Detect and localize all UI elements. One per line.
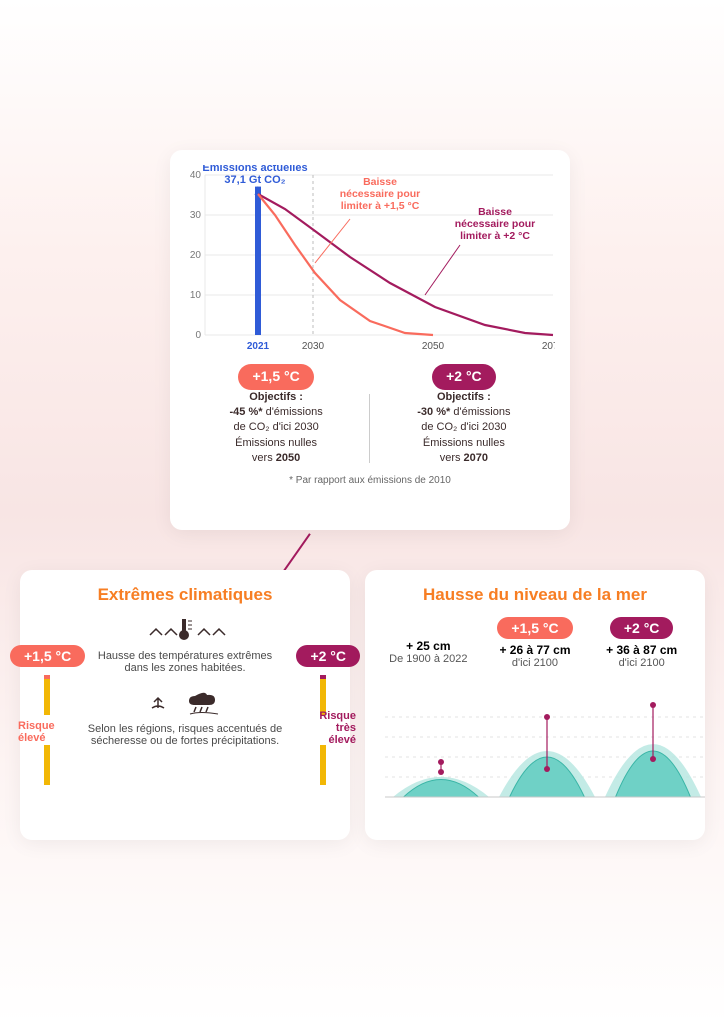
sea-col-2: +2 °C + 36 à 87 cm d'ici 2100	[589, 617, 695, 669]
goal-2: +2 °C Objectifs : -30 %* d'émissions de …	[375, 364, 553, 467]
pill-2c: +2 °C	[432, 364, 496, 390]
sea-col-0: + 25 cm De 1900 à 2022	[376, 617, 482, 669]
g2-2: de CO₂ d'ici 2030	[421, 421, 506, 433]
sea-pill-2: +2 °C	[610, 617, 674, 639]
emissions-chart: 0102030402021203020502070Émissions actue…	[185, 165, 555, 360]
svg-text:2050: 2050	[422, 341, 445, 352]
risk-tick-15	[44, 675, 50, 679]
svg-text:2030: 2030	[302, 341, 325, 352]
svg-text:Baisse: Baisse	[478, 206, 512, 218]
sea-v1: + 26 à 77 cm	[482, 643, 588, 657]
sealevel-card: Hausse du niveau de la mer + 25 cm De 19…	[365, 570, 705, 840]
sea-col-1: +1,5 °C + 26 à 77 cm d'ici 2100	[482, 617, 588, 669]
extremes-title: Extrêmes climatiques	[30, 585, 340, 605]
svg-text:2070: 2070	[542, 341, 555, 352]
g2-1a: -30 %*	[417, 406, 450, 418]
g15-3: Émissions nulles	[235, 437, 317, 449]
sea-s1: d'ici 2100	[482, 657, 588, 669]
sea-s0: De 1900 à 2022	[376, 653, 482, 665]
goal2-title: Objectifs :	[437, 391, 491, 403]
svg-text:nécessaire pour: nécessaire pour	[455, 218, 536, 230]
risk-label-2: Risque très élevé	[306, 710, 356, 746]
g2-3: Émissions nulles	[423, 437, 505, 449]
g15-4b: 2050	[276, 452, 300, 464]
svg-text:nécessaire pour: nécessaire pour	[340, 188, 421, 200]
goals-row: +1,5 °C Objectifs : -45 %* d'émissions d…	[185, 364, 555, 467]
risk-bar-15-top	[44, 675, 50, 715]
footnote: * Par rapport aux émissions de 2010	[185, 475, 555, 486]
g15-2: de CO₂ d'ici 2030	[233, 421, 318, 433]
sea-pill-15: +1,5 °C	[497, 617, 572, 639]
risk-label-15: Risque élevé	[18, 720, 68, 744]
emissions-svg: 0102030402021203020502070Émissions actue…	[185, 165, 555, 355]
risk-tick-2	[320, 675, 326, 679]
g2-4b: 2070	[464, 452, 488, 464]
svg-text:limiter à +2 °C: limiter à +2 °C	[460, 230, 530, 242]
svg-text:40: 40	[190, 170, 202, 181]
sea-v2: + 36 à 87 cm	[589, 643, 695, 657]
g15-1b: d'émissions	[263, 406, 323, 418]
sea-title: Hausse du niveau de la mer	[375, 585, 695, 605]
g15-1a: -45 %*	[229, 406, 262, 418]
ext-body: Hausse des températures extrêmes dans le…	[85, 615, 285, 747]
sea-s2: d'ici 2100	[589, 657, 695, 669]
goal15-title: Objectifs :	[249, 391, 303, 403]
risk-bar-2-top	[320, 675, 326, 715]
ext-pill-15: +1,5 °C	[10, 645, 85, 667]
goal-15: +1,5 °C Objectifs : -45 %* d'émissions d…	[187, 364, 365, 467]
risk-bar-15-bot	[44, 745, 50, 785]
thermometer-icon	[140, 615, 230, 643]
connector-line	[282, 533, 313, 575]
svg-text:37,1 Gt CO₂: 37,1 Gt CO₂	[224, 174, 285, 186]
g15-4a: vers	[252, 452, 276, 464]
ext-pill-2: +2 °C	[296, 645, 360, 667]
g2-1b: d'émissions	[450, 406, 510, 418]
svg-text:30: 30	[190, 210, 202, 221]
ext-text-2: Selon les régions, risques accentués de …	[85, 723, 285, 747]
pill-15c: +1,5 °C	[238, 364, 313, 390]
extremes-card: Extrêmes climatiques +1,5 °C +2 °C Risqu…	[20, 570, 350, 840]
svg-text:20: 20	[190, 250, 202, 261]
goal-divider	[369, 394, 370, 463]
ext-text-1: Hausse des températures extrêmes dans le…	[85, 650, 285, 674]
drought-rain-icon	[140, 686, 230, 716]
sea-columns: + 25 cm De 1900 à 2022 +1,5 °C + 26 à 77…	[375, 617, 695, 669]
svg-text:Baisse: Baisse	[363, 176, 397, 188]
svg-text:0: 0	[195, 330, 201, 341]
svg-text:limiter à +1,5 °C: limiter à +1,5 °C	[341, 200, 420, 212]
svg-text:Émissions actuelles: Émissions actuelles	[202, 165, 307, 174]
sealevel-chart	[385, 677, 705, 802]
risk-bar-2-bot	[320, 745, 326, 785]
sea-v0: + 25 cm	[376, 639, 482, 653]
svg-text:2021: 2021	[247, 341, 270, 352]
emissions-card: 0102030402021203020502070Émissions actue…	[170, 150, 570, 530]
svg-text:10: 10	[190, 290, 202, 301]
g2-4a: vers	[440, 452, 464, 464]
